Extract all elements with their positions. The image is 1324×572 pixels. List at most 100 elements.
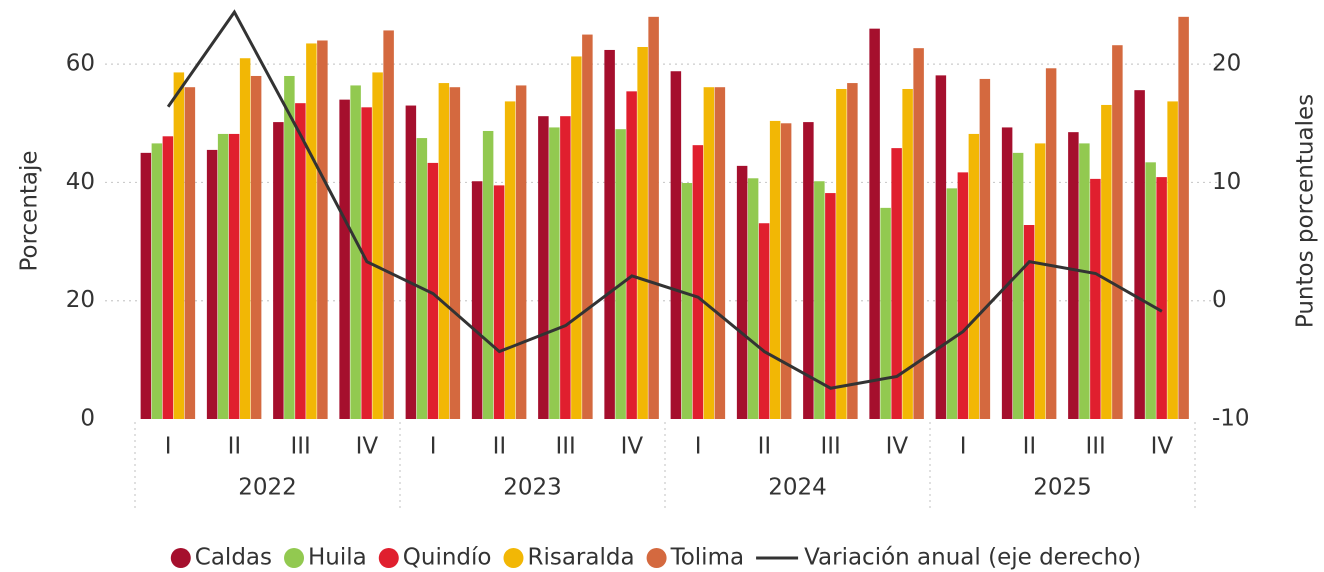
bar [228, 133, 240, 419]
x-tick-label: I [960, 434, 967, 460]
bar [1101, 104, 1112, 420]
bar [350, 85, 361, 419]
bar [162, 136, 174, 419]
bar [504, 101, 516, 419]
line [166, 9, 1163, 390]
bar [1145, 162, 1156, 419]
y2-tick-label: 0 [1212, 287, 1227, 313]
bar [151, 143, 163, 419]
bar [416, 138, 428, 420]
x-tick-label: II [758, 434, 772, 460]
x-tick-label: IV [1151, 434, 1174, 460]
x-tick-label: II [1023, 434, 1037, 460]
bar [979, 78, 991, 419]
y2-tick-label: 10 [1212, 169, 1241, 195]
bar [206, 149, 218, 419]
y-tick-label: 20 [66, 287, 95, 313]
bar [372, 72, 383, 420]
bar [604, 49, 615, 419]
bar [880, 207, 891, 419]
bar [1068, 132, 1079, 419]
bar [714, 87, 726, 420]
bar [1167, 101, 1178, 419]
bar [1034, 143, 1046, 419]
x-tick-label: III [1085, 434, 1105, 460]
bar [648, 16, 659, 419]
legend-label: Quindío [403, 545, 492, 571]
x-tick-label: II [493, 434, 507, 460]
x-tick-label: III [820, 434, 840, 460]
legend-label: Huila [308, 545, 367, 571]
bar [615, 129, 626, 419]
bar [957, 172, 969, 419]
y2-tick-label: 20 [1212, 51, 1241, 77]
bar [549, 127, 560, 419]
legend-marker [646, 548, 667, 568]
bar [780, 123, 792, 420]
bar [295, 103, 306, 420]
bar [913, 48, 924, 419]
bar [317, 40, 328, 419]
bar [692, 145, 704, 419]
bar [1156, 177, 1167, 419]
bar [1012, 152, 1024, 419]
x-tick-label: IV [621, 434, 644, 460]
bar [769, 120, 781, 420]
bar [1023, 225, 1035, 419]
legend-marker [503, 548, 524, 568]
bar [140, 152, 152, 419]
x-tick-label: I [695, 434, 702, 460]
bar [184, 87, 196, 420]
bar [637, 46, 648, 420]
y-axis-title: Porcentaje [17, 150, 43, 271]
bar [493, 185, 505, 419]
bar [273, 122, 284, 420]
x-tick-label: IV [356, 434, 379, 460]
bar [405, 105, 417, 420]
bar [515, 85, 527, 419]
bar [814, 181, 825, 419]
bar [626, 91, 637, 419]
legend-label: Variación anual (eje derecho) [804, 545, 1141, 571]
legend-marker [378, 548, 399, 568]
y-tick-label: 40 [66, 169, 95, 195]
bar [1045, 68, 1057, 419]
bar [1001, 127, 1013, 419]
bar [250, 75, 262, 419]
bar [847, 83, 858, 419]
bar [582, 34, 593, 419]
bar [968, 133, 980, 419]
bar [471, 181, 483, 419]
bar [869, 28, 880, 420]
bar [681, 183, 693, 419]
bar [571, 56, 582, 419]
x-tick-label: I [165, 434, 172, 460]
bar [1178, 16, 1189, 419]
bar [438, 83, 450, 419]
y2-axis-title: Puntos porcentuales [1293, 94, 1319, 328]
bar [284, 75, 295, 419]
x-tick-label: III [555, 434, 575, 460]
bar [902, 88, 913, 420]
y2-tick-label: -10 [1212, 406, 1250, 432]
bar [560, 116, 571, 419]
bar [1079, 143, 1090, 419]
bar [935, 75, 947, 419]
bar [736, 165, 748, 419]
bar [383, 30, 394, 420]
bar [703, 87, 715, 420]
x-tick-label: II [228, 434, 242, 460]
x-tick-label: I [430, 434, 437, 460]
bar [427, 162, 439, 419]
bar [538, 116, 549, 419]
bar [239, 58, 251, 419]
bar [946, 188, 958, 419]
y-tick-label: 60 [66, 51, 95, 77]
bar [173, 72, 185, 420]
bar [449, 87, 461, 420]
legend-label: Risaralda [527, 545, 634, 571]
x-group-label: 2025 [1033, 475, 1092, 501]
y-tick-label: 0 [80, 406, 95, 432]
bar [217, 133, 229, 419]
